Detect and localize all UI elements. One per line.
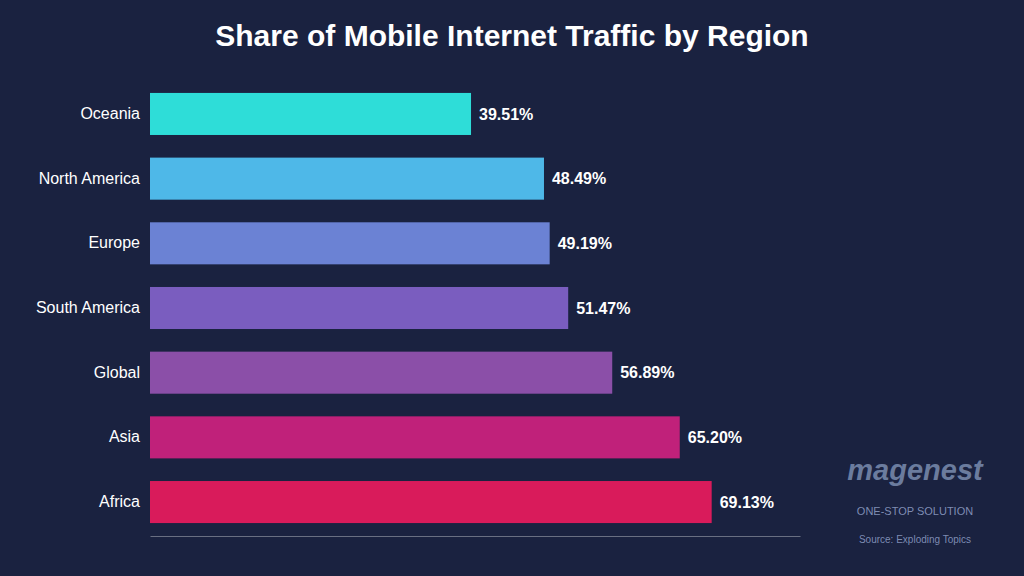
y-tick: North America [39,170,150,187]
bar [150,481,712,523]
x-axis-line [151,536,801,537]
y-tick-label: Africa [99,493,140,510]
data-label: 48.49% [552,170,606,187]
data-label: 39.51% [479,106,533,123]
source: Source: Exploding Topics [859,534,971,545]
y-tick-label: Asia [109,428,140,445]
data-label: 51.47% [576,300,630,317]
watermark: magenest [847,454,984,486]
bar [150,287,568,329]
watermark-sub: ONE-STOP SOLUTION [857,505,973,517]
data-label: 49.19% [558,235,612,252]
y-tick-label: Europe [88,234,140,251]
y-tick-label: North America [39,170,140,187]
y-tick: Africa [99,493,150,510]
y-tick: South America [36,299,150,316]
bar [150,93,471,135]
plot: Africa Asia Global South America Europe North… [36,93,801,537]
bar [150,352,612,394]
data-labels: 69.13% 65.20% 56.89% 51.47% 49.19% 48.49% 39.5… [479,106,774,511]
data-label: 65.20% [688,429,742,446]
bar [150,158,544,200]
bars [150,93,712,523]
y-tick-label: Oceania [80,105,140,122]
y-tick: Global [94,364,150,381]
y-tick: Asia [109,428,150,445]
y-tick-label: South America [36,299,140,316]
y-tick: Europe [88,234,150,251]
y-axis: Africa Asia Global South America Europe North… [36,105,150,510]
bar [150,416,680,458]
bar [150,222,550,264]
title: Share of Mobile Internet Traffic by Regi… [215,19,808,52]
x-axis [151,536,801,537]
y-tick-label: Global [94,364,140,381]
y-tick: Oceania [80,105,150,122]
data-label: 69.13% [720,494,774,511]
data-label: 56.89% [620,364,674,381]
chart: Share of Mobile Internet Traffic by Regi… [0,0,1024,576]
background [0,0,1024,576]
